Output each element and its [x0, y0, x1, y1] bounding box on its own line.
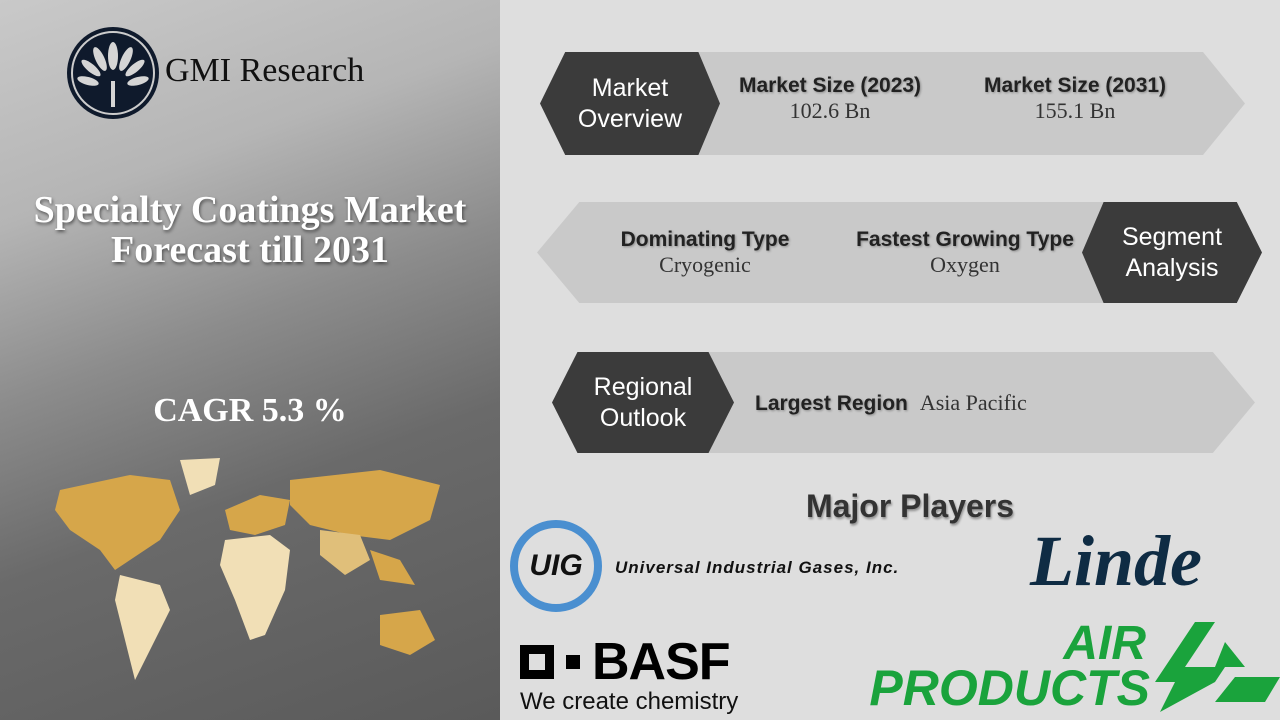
segment-label: Segment Analysis [1082, 202, 1262, 303]
kv-key: Dominating Type [620, 228, 790, 251]
regional-label: Regional Outlook [552, 352, 734, 453]
basf-tagline: We create chemistry [520, 688, 739, 715]
kv-value: Cryogenic [659, 252, 751, 277]
kv-key: Market Size (2031) [983, 74, 1167, 97]
page-title: Specialty Coatings Market Forecast till … [33, 189, 467, 271]
linde-logo: Linde [1030, 521, 1202, 601]
air-text: AIR [1063, 617, 1146, 670]
brand-name: GMI Research [165, 52, 365, 89]
air-products-symbol-icon [1155, 622, 1280, 712]
kv-value: 155.1 Bn [1034, 98, 1116, 123]
basf-wordmark: BASF [592, 633, 731, 691]
largest-region: Largest Region Asia Pacific [755, 390, 1027, 416]
uig-mark: UIG [529, 549, 583, 582]
market-size-2031: Market Size (2031) 155.1 Bn [965, 74, 1185, 124]
kv-key: Market Size (2023) [738, 74, 922, 97]
major-players-heading: Major Players [805, 488, 1015, 524]
overview-label: Market Overview [540, 52, 720, 155]
market-size-2023: Market Size (2023) 102.6 Bn [720, 74, 940, 124]
basf-logo: BASF [520, 632, 731, 692]
left-panel: GMI Research Specialty Coatings Market F… [0, 0, 500, 720]
basf-dot-icon [566, 655, 580, 669]
kv-key: Largest Region [755, 392, 908, 415]
cagr-value: CAGR 5.3 % [153, 392, 347, 429]
right-panel: Market Overview Market Size (2023) 102.6 … [500, 0, 1280, 720]
kv-value: 102.6 Bn [789, 98, 871, 123]
kv-key: Fastest Growing Type [856, 228, 1074, 251]
uig-logo-icon: UIG [510, 520, 602, 612]
air-products-logo: AIR PRODUCTS [850, 617, 1150, 716]
products-text: PRODUCTS [869, 660, 1150, 716]
fastest-growing-type: Fastest Growing Type Oxygen [845, 228, 1085, 278]
basf-square-icon [520, 645, 554, 679]
kv-value: Oxygen [930, 252, 1000, 277]
gmi-logo-icon [67, 27, 159, 119]
world-map-icon [55, 458, 440, 680]
dominating-type: Dominating Type Cryogenic [600, 228, 810, 278]
uig-name: Universal Industrial Gases, Inc. [615, 558, 900, 577]
kv-value: Asia Pacific [919, 390, 1027, 415]
